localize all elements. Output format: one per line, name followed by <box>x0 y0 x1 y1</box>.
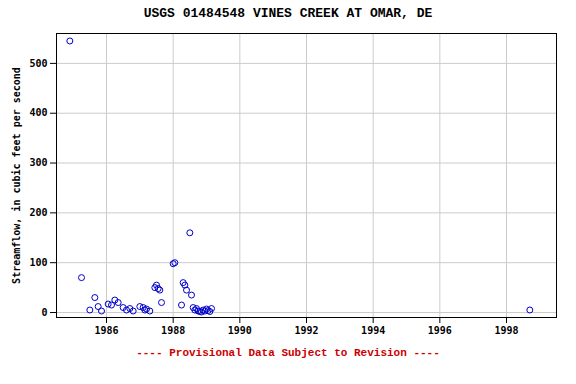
svg-text:400: 400 <box>29 107 47 118</box>
svg-text:1986: 1986 <box>94 325 118 336</box>
svg-text:200: 200 <box>29 207 47 218</box>
html-text:---- Provisional Data Subject: ---- Provisional Data Subject to Revisio… <box>136 347 440 359</box>
svg-text:300: 300 <box>29 157 47 168</box>
svg-text:1996: 1996 <box>428 325 452 336</box>
svg-text:100: 100 <box>29 257 47 268</box>
svg-text:1998: 1998 <box>494 325 518 336</box>
svg-text:1990: 1990 <box>228 325 252 336</box>
svg-text:1988: 1988 <box>161 325 185 336</box>
svg-text:0: 0 <box>41 307 47 318</box>
html-text:USGS 01484548 VINES CREEK AT O: USGS 01484548 VINES CREEK AT OMAR, DE <box>143 6 433 21</box>
svg-text:1992: 1992 <box>294 325 318 336</box>
svg-text:500: 500 <box>29 58 47 69</box>
svg-text:Streamflow, in cubic feet per: Streamflow, in cubic feet per second <box>11 67 22 284</box>
svg-text:1994: 1994 <box>361 325 385 336</box>
